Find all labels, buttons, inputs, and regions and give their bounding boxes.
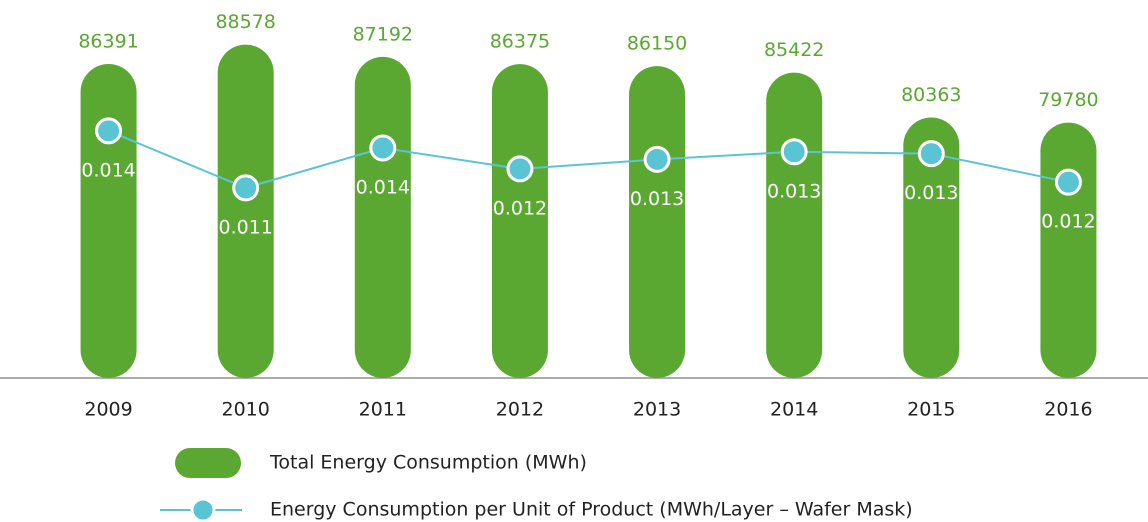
line-point (643, 145, 671, 173)
legend-swatch (175, 448, 241, 478)
line-point (917, 140, 945, 168)
bar (903, 117, 960, 378)
bar-value-label: 85422 (764, 39, 824, 61)
bar (80, 64, 137, 378)
line-value-label: 0.012 (1041, 211, 1095, 233)
line-value-label: 0.011 (218, 216, 272, 238)
line-point (232, 174, 260, 202)
line-point (369, 134, 397, 162)
x-tick-label: 2013 (633, 399, 681, 421)
line-point (1054, 168, 1082, 196)
line-value-label: 0.012 (493, 197, 547, 219)
x-tick-label: 2011 (359, 399, 407, 421)
x-tick-label: 2009 (84, 399, 132, 421)
x-tick-label: 2010 (222, 399, 270, 421)
line-value-label: 0.013 (630, 188, 684, 210)
line-value-label: 0.014 (356, 176, 410, 198)
bar-value-label: 86375 (490, 31, 550, 53)
x-tick-label: 2016 (1044, 399, 1092, 421)
legend-label: Total Energy Consumption (MWh) (269, 452, 587, 474)
bar-value-label: 87192 (353, 23, 413, 45)
line-point (506, 155, 534, 183)
bar (1040, 122, 1097, 379)
line-value-label: 0.014 (81, 159, 135, 181)
bar-value-label: 88578 (215, 11, 275, 33)
bar (354, 56, 411, 379)
bar (491, 64, 548, 379)
bar-value-label: 79780 (1038, 89, 1098, 111)
bar-value-label: 86391 (78, 31, 138, 53)
legend-swatch-point (190, 497, 216, 522)
bar (629, 66, 686, 379)
x-tick-label: 2015 (907, 399, 955, 421)
bar-value-label: 86150 (627, 33, 687, 55)
x-tick-label: 2014 (770, 399, 818, 421)
bar (766, 72, 823, 378)
bar (217, 44, 274, 378)
line-point (95, 117, 123, 145)
legend-label: Energy Consumption per Unit of Product (… (270, 499, 913, 521)
line-point (780, 138, 808, 166)
line-value-label: 0.013 (904, 182, 958, 204)
x-tick-label: 2012 (496, 399, 544, 421)
line-value-label: 0.013 (767, 180, 821, 202)
bar-value-label: 80363 (901, 84, 961, 106)
line (108, 129, 1069, 189)
